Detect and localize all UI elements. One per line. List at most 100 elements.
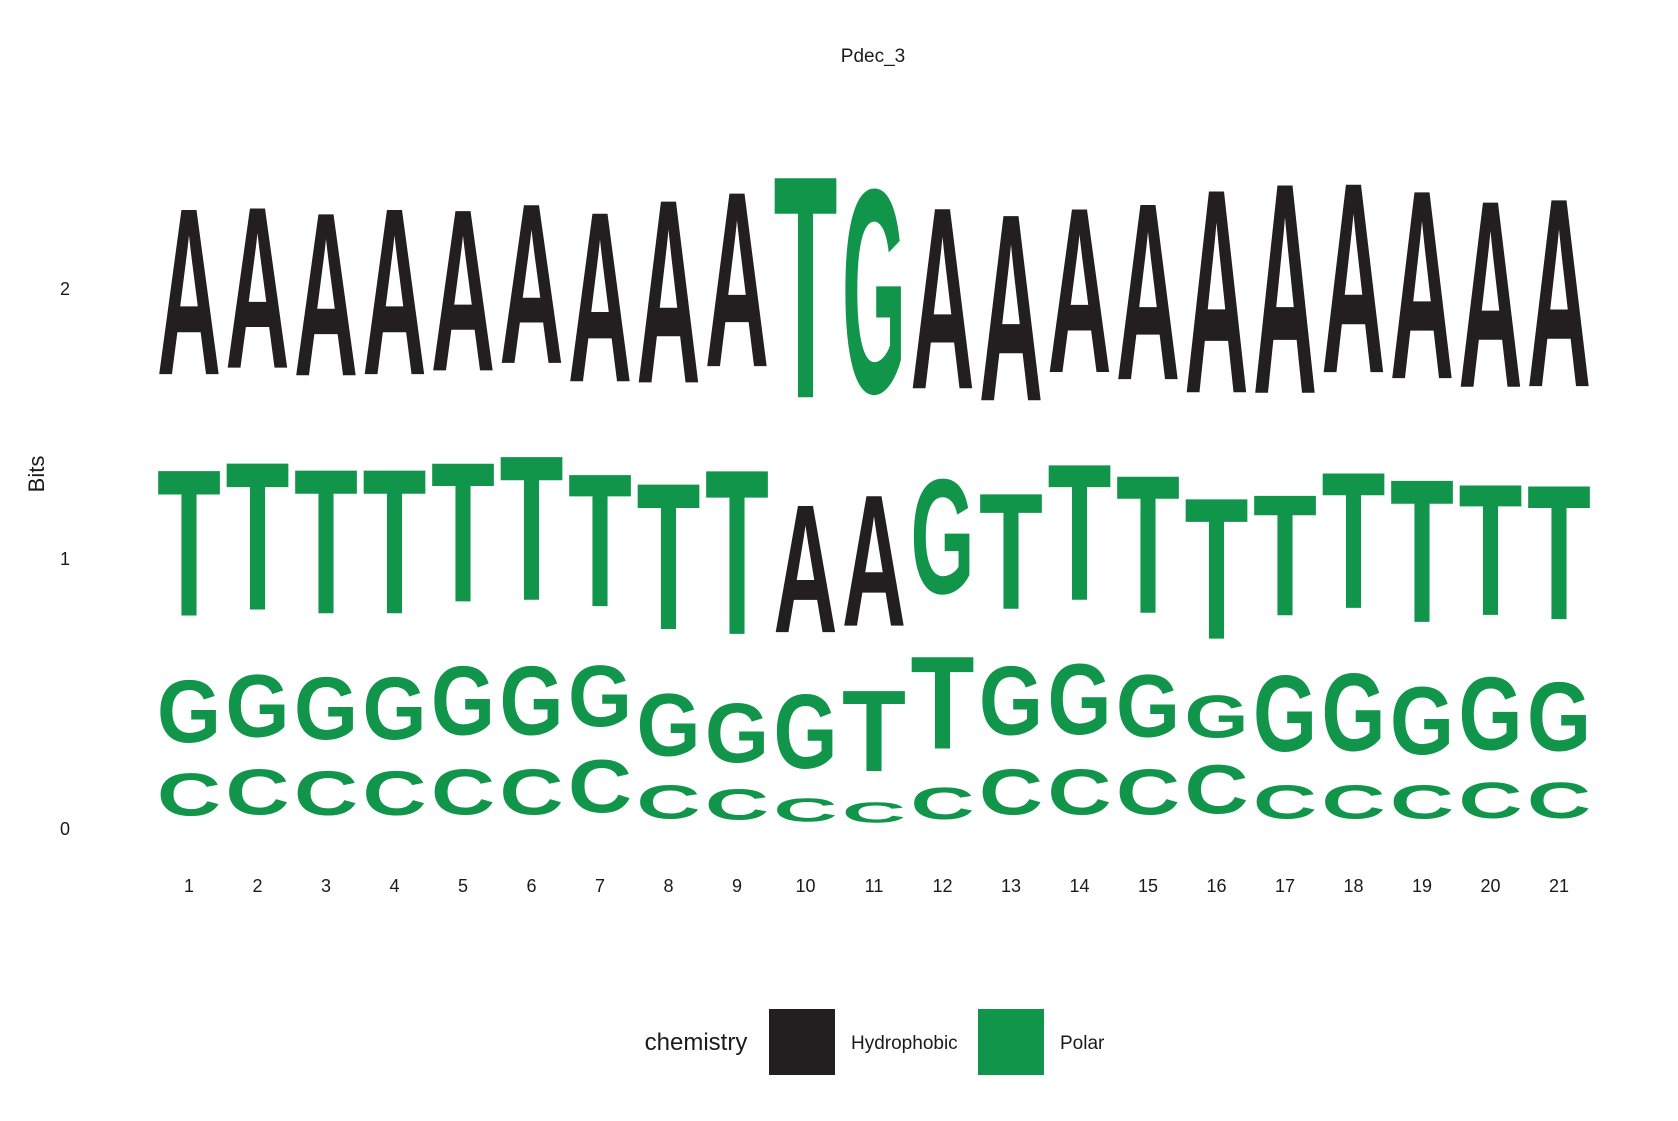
logo-letter-21-T: T bbox=[1527, 445, 1591, 660]
logo-letter-8-C: C bbox=[637, 775, 701, 829]
logo-letter-15-G: G bbox=[1116, 656, 1180, 756]
logo-letter-1-A: A bbox=[157, 159, 221, 425]
y-tick-label-1: 1 bbox=[60, 549, 70, 569]
logo-letter-7-G: G bbox=[568, 647, 632, 745]
logo-letter-19-T: T bbox=[1390, 438, 1454, 666]
x-tick-label-19: 19 bbox=[1412, 876, 1432, 896]
logo-letter-19-C: C bbox=[1390, 775, 1454, 829]
logo-letter-2-A: A bbox=[226, 159, 290, 418]
logo-letter-7-A: A bbox=[568, 161, 632, 433]
logo-letter-14-C: C bbox=[1048, 757, 1112, 829]
logo-letter-12-A: A bbox=[910, 154, 974, 445]
logo-letter-10-G: G bbox=[774, 673, 838, 791]
legend-swatch-hydrophobic bbox=[769, 1009, 835, 1075]
logo-letter-18-G: G bbox=[1322, 651, 1386, 775]
logo-letter-11-C: C bbox=[842, 796, 906, 828]
logo-letter-5-A: A bbox=[431, 162, 495, 421]
logo-letter-15-A: A bbox=[1116, 151, 1180, 434]
legend-label-polar: Polar bbox=[1060, 1033, 1105, 1054]
logo-letter-18-A: A bbox=[1322, 126, 1386, 430]
logo-letter-11-T: T bbox=[842, 667, 906, 796]
x-tick-label-12: 12 bbox=[932, 876, 952, 896]
logo-letter-6-C: C bbox=[500, 757, 564, 829]
x-tick-label-20: 20 bbox=[1480, 876, 1500, 896]
logo-letter-17-C: C bbox=[1253, 775, 1317, 829]
logo-letter-13-T: T bbox=[979, 459, 1043, 644]
logo-letter-15-C: C bbox=[1116, 757, 1180, 829]
logo-letter-21-C: C bbox=[1527, 773, 1591, 829]
logo-letter-19-A: A bbox=[1390, 134, 1454, 436]
logo-letter-10-T: T bbox=[774, 111, 838, 466]
logo-letter-18-T: T bbox=[1322, 432, 1386, 650]
x-tick-label-18: 18 bbox=[1343, 876, 1363, 896]
x-tick-label-16: 16 bbox=[1206, 876, 1226, 896]
legend-title: chemistry bbox=[645, 1029, 748, 1056]
x-tick-label-9: 9 bbox=[732, 876, 742, 896]
x-tick-label-3: 3 bbox=[321, 876, 331, 896]
logo-letter-14-A: A bbox=[1048, 158, 1112, 423]
logo-letter-16-C: C bbox=[1185, 751, 1249, 829]
x-tick-label-7: 7 bbox=[595, 876, 605, 896]
logo-letter-12-T: T bbox=[911, 630, 975, 778]
logo-letter-3-T: T bbox=[294, 425, 358, 657]
logo-letter-20-C: C bbox=[1459, 773, 1523, 829]
logo-letter-4-T: T bbox=[363, 425, 427, 657]
logo-letter-11-G: G bbox=[842, 130, 906, 455]
logo-letter-16-T: T bbox=[1185, 457, 1249, 683]
logo-letter-21-G: G bbox=[1527, 663, 1591, 773]
logo-letter-5-C: C bbox=[431, 757, 495, 829]
logo-letter-17-G: G bbox=[1253, 654, 1317, 775]
logo-letter-9-C: C bbox=[705, 780, 769, 829]
x-tick-label-13: 13 bbox=[1001, 876, 1021, 896]
logo-letter-6-G: G bbox=[500, 646, 564, 756]
x-tick-label-11: 11 bbox=[865, 876, 884, 896]
logo-letter-4-C: C bbox=[362, 760, 426, 829]
logo-letter-8-T: T bbox=[637, 440, 701, 674]
logo-letter-stacks: CGTACGTACGTACGTACGTACGTACGTACGTACGTACGAT… bbox=[157, 111, 1591, 829]
logo-letter-7-T: T bbox=[568, 434, 632, 647]
x-tick-label-8: 8 bbox=[663, 876, 673, 896]
legend-label-hydrophobic: Hydrophobic bbox=[851, 1033, 958, 1054]
x-tick-label-14: 14 bbox=[1069, 876, 1089, 896]
logo-letter-11-A: A bbox=[842, 457, 906, 667]
x-tick-label-21: 21 bbox=[1549, 876, 1569, 896]
logo-letter-13-A: A bbox=[979, 160, 1043, 458]
logo-letter-1-T: T bbox=[157, 427, 221, 661]
logo-letter-18-C: C bbox=[1322, 775, 1386, 829]
y-tick-label-2: 2 bbox=[60, 279, 70, 299]
logo-letter-9-T: T bbox=[705, 421, 769, 685]
logo-letter-5-T: T bbox=[431, 420, 495, 644]
x-tick-label-2: 2 bbox=[252, 876, 262, 896]
logo-letter-19-G: G bbox=[1390, 667, 1454, 775]
logo-letter-9-G: G bbox=[705, 686, 769, 780]
logo-letter-14-T: T bbox=[1048, 424, 1112, 642]
legend: chemistry Hydrophobic Polar bbox=[645, 1009, 1105, 1075]
x-tick-label-17: 17 bbox=[1275, 876, 1295, 896]
x-tick-label-1: 1 bbox=[184, 876, 194, 896]
logo-letter-16-A: A bbox=[1185, 128, 1249, 454]
logo-letter-6-T: T bbox=[500, 412, 564, 644]
logo-letter-2-G: G bbox=[226, 656, 290, 756]
logo-letter-6-A: A bbox=[500, 156, 564, 412]
x-tick-label-5: 5 bbox=[458, 876, 468, 896]
logo-letter-10-C: C bbox=[774, 791, 838, 829]
logo-letter-16-G: G bbox=[1185, 684, 1249, 751]
logo-letter-14-G: G bbox=[1048, 642, 1112, 756]
logo-letter-12-C: C bbox=[911, 777, 975, 828]
